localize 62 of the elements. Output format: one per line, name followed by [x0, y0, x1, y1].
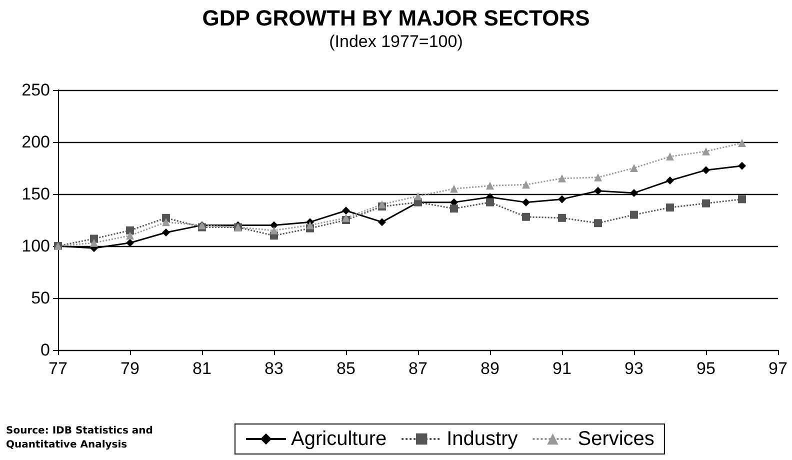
y-tick-label: 250 [22, 80, 50, 100]
point [594, 186, 602, 195]
point [486, 198, 494, 206]
point [630, 164, 638, 172]
x-tick-label: 91 [552, 359, 572, 378]
x-tick-label: 93 [624, 359, 644, 378]
point [594, 219, 602, 228]
point [126, 232, 134, 240]
point [558, 174, 566, 182]
y-tick-label: 100 [22, 236, 50, 256]
point [522, 198, 530, 206]
point [306, 221, 314, 230]
point [702, 199, 710, 208]
point [450, 184, 458, 193]
x-tick-label: 81 [192, 359, 212, 378]
x-tick-label: 79 [120, 359, 140, 378]
point [738, 162, 746, 170]
point [414, 192, 422, 200]
legend-label: Services [578, 428, 654, 450]
x-tick-label: 97 [768, 359, 788, 378]
point [90, 238, 98, 247]
point [342, 206, 350, 215]
point [522, 180, 530, 189]
x-tick-label: 85 [336, 359, 356, 378]
point [126, 238, 134, 247]
y-tick-label: 150 [22, 184, 50, 204]
y-tick-label: 50 [31, 288, 50, 308]
y-tick-label: 200 [22, 132, 50, 152]
point [702, 147, 710, 156]
point [594, 173, 602, 182]
point [738, 195, 746, 204]
x-tick-label: 87 [408, 359, 428, 378]
point [666, 176, 674, 184]
legend-label: Industry [446, 428, 518, 450]
point [666, 152, 674, 161]
point [522, 212, 530, 221]
point [90, 234, 98, 243]
chart-subtitle: (Index 1977=100) [329, 32, 463, 51]
point [450, 204, 458, 213]
point [666, 204, 674, 212]
point [630, 188, 638, 197]
point [378, 218, 386, 226]
x-tick-label: 95 [696, 359, 716, 378]
x-tick-label: 89 [480, 359, 500, 378]
point [162, 218, 170, 226]
point [558, 214, 566, 222]
point [702, 166, 710, 174]
point [162, 228, 170, 236]
point [126, 226, 134, 234]
point [270, 221, 278, 230]
x-tick-label: 83 [264, 359, 284, 378]
point [342, 214, 350, 222]
legend-label: Agriculture [291, 428, 387, 450]
x-tick-label: 77 [48, 359, 68, 378]
point [486, 182, 494, 190]
y-tick-label: 0 [40, 340, 50, 360]
point [630, 210, 638, 219]
source-note: Source: IDB Statistics and Quantitative Analysis [6, 426, 156, 450]
point [738, 139, 746, 148]
point [558, 195, 566, 204]
chart-title: GDP GROWTH BY MAJOR SECTORS [202, 6, 590, 30]
point [270, 226, 278, 234]
